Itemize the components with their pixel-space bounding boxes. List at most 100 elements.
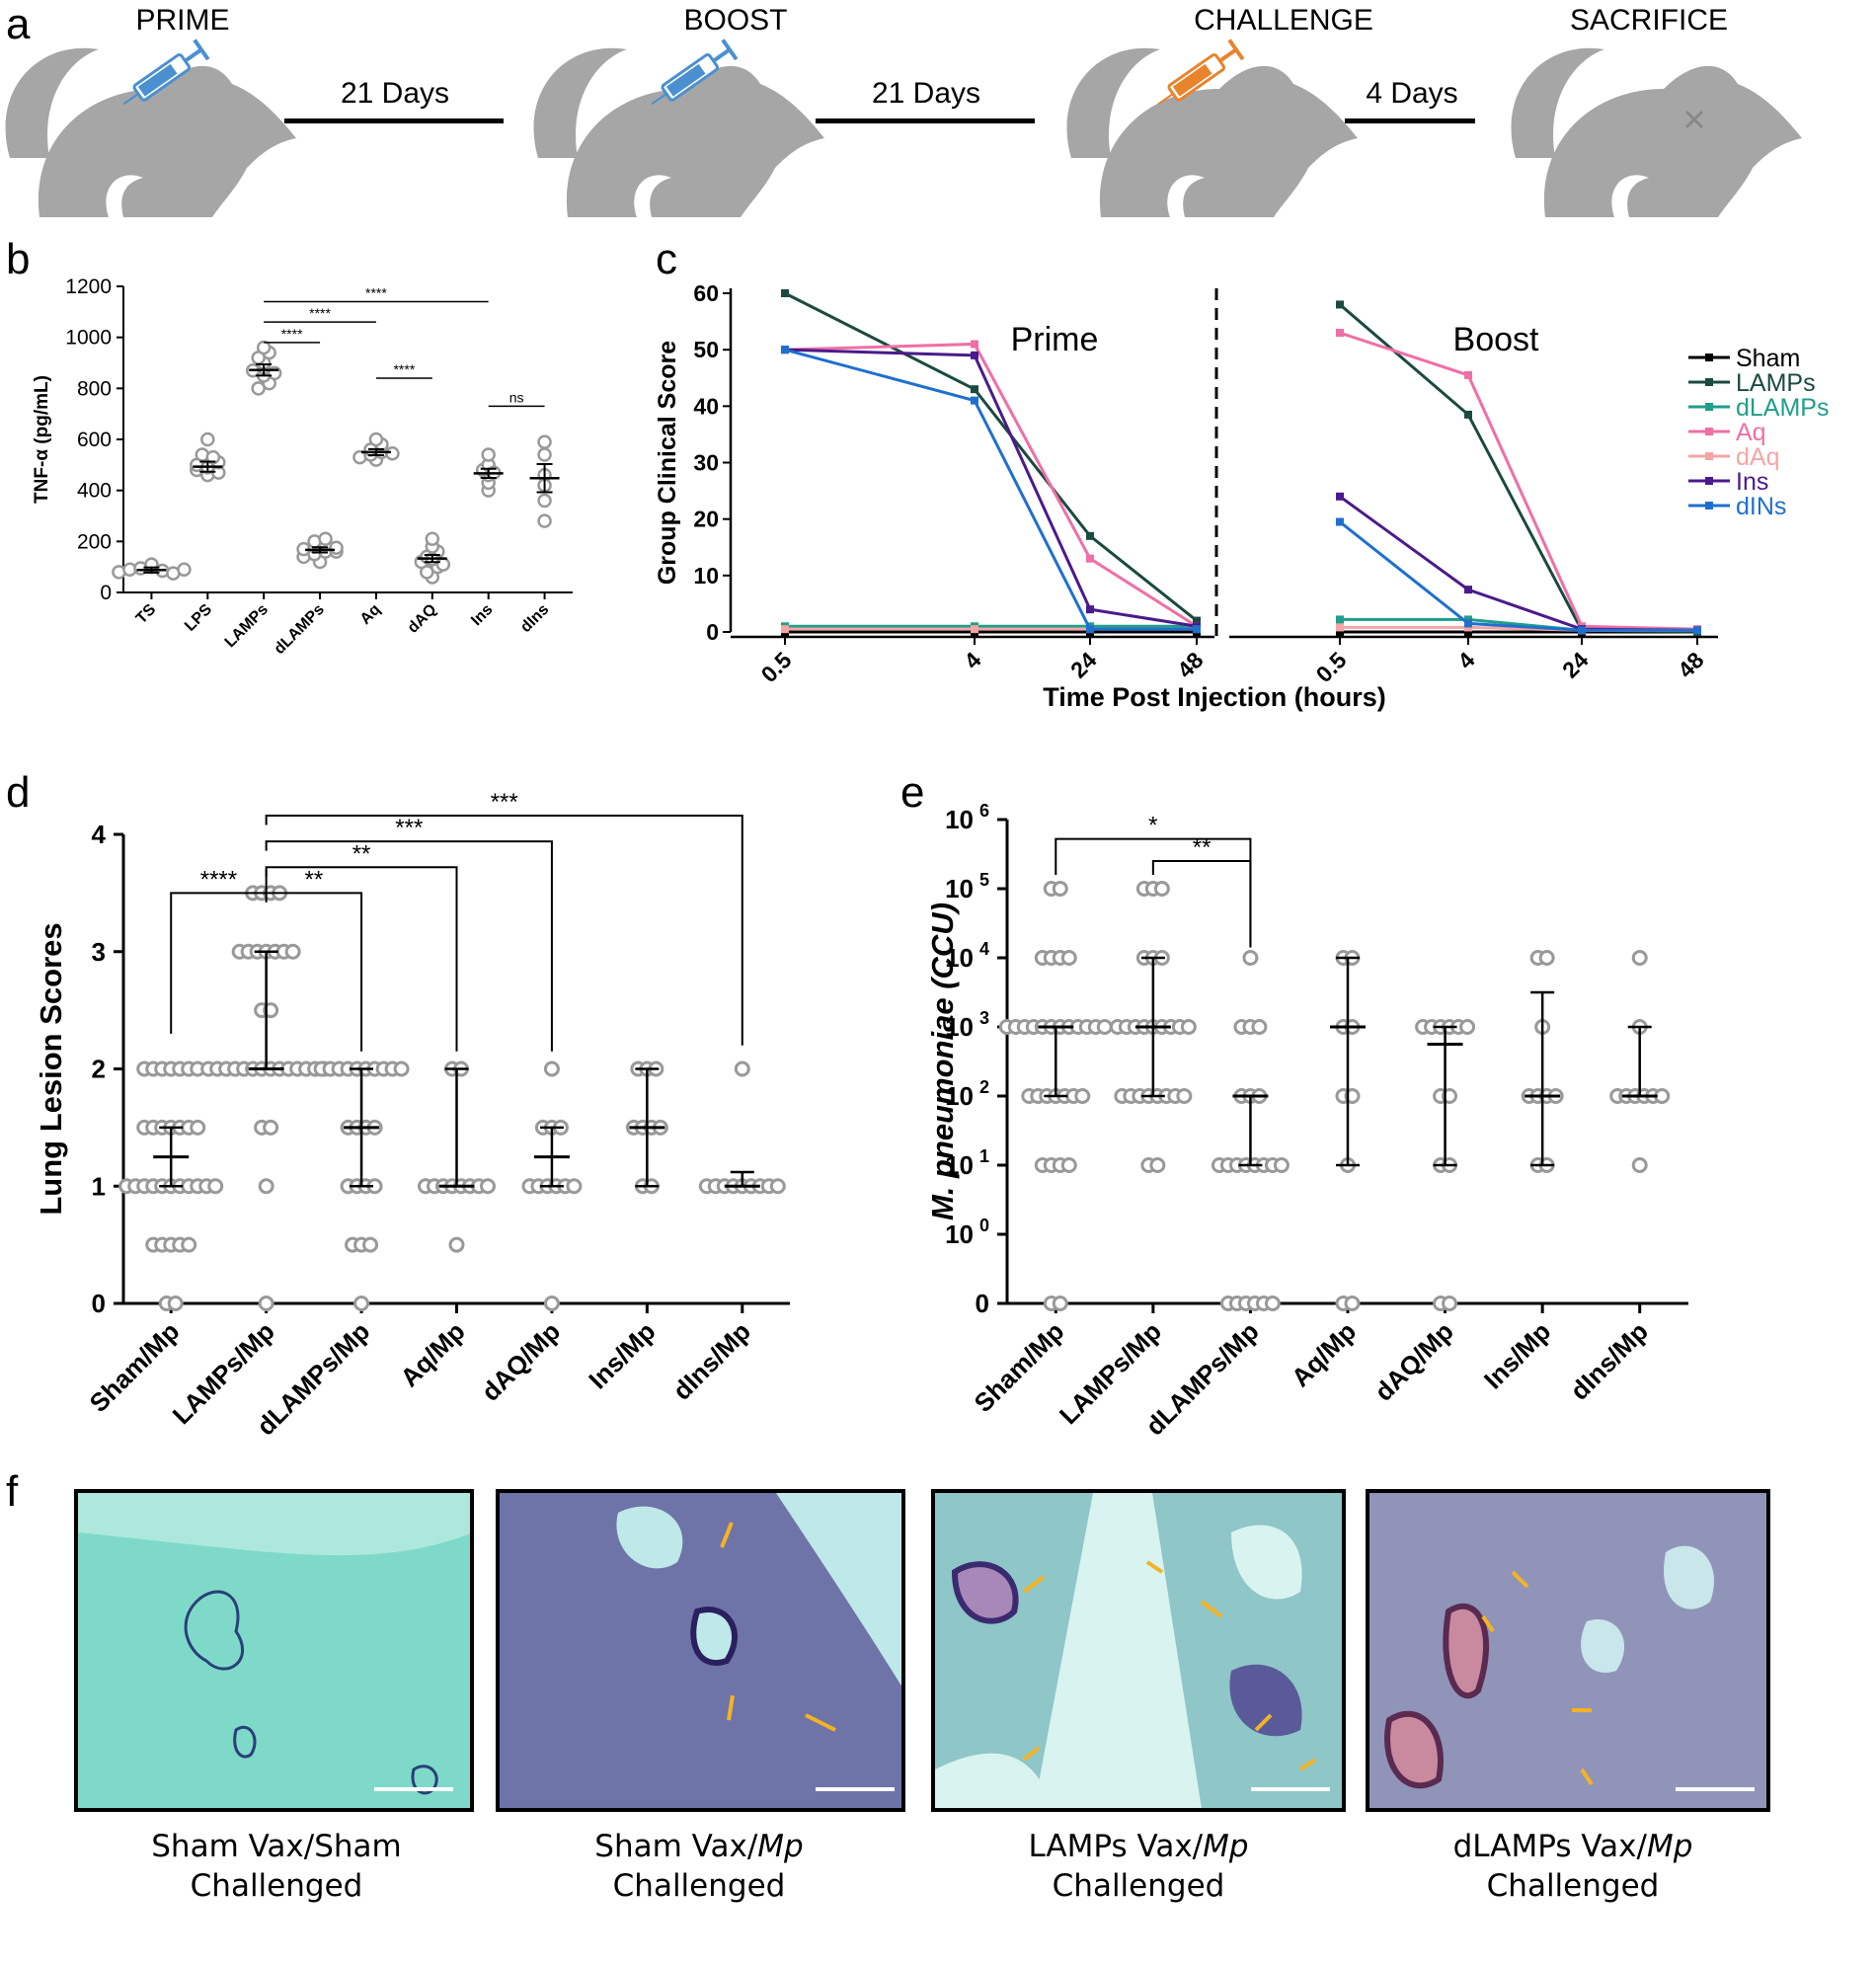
chart-d-point: [181, 1236, 197, 1253]
chart-d-ytick-label: 0: [92, 1289, 106, 1318]
chart-c-clinical-score: 0 10 20 30 40 50 60 Group Clinical Score Time Po…: [654, 280, 1829, 712]
chart-b-ytick-label: 200: [77, 530, 112, 553]
chart-c-point-dINs: [971, 396, 978, 405]
chart-e-ytick-exponent: 1: [979, 1146, 989, 1166]
chart-b-point: [385, 445, 400, 461]
chart-d-xtick-label: Ins/Mp: [583, 1316, 661, 1394]
caption-4-line1: dLAMPs Vax/: [1452, 1829, 1647, 1864]
chart-c-point-dINs: [1086, 625, 1094, 634]
chart-d-point: [480, 1178, 496, 1195]
chart-d-point: [543, 1061, 560, 1077]
chart-c-ytick-label: 60: [693, 280, 719, 306]
caption-2-italic: Mp: [757, 1829, 804, 1864]
micrograph-1-tissue: [78, 1493, 470, 1808]
chart-c-point-dINs: [1578, 626, 1586, 635]
chart-c-point-dINs: [781, 346, 789, 354]
chart-e-point: [1631, 1157, 1648, 1173]
chart-e-point: [1180, 1019, 1197, 1035]
chart-c-point-dAq: [1336, 623, 1344, 632]
chart-c-legend-label-Sham: Sham: [1736, 345, 1800, 372]
chart-d-point: [263, 1119, 279, 1136]
chart-c-point-Ins: [1464, 586, 1472, 594]
chart-e-xtick-label: dIns/Mp: [1564, 1316, 1654, 1406]
chart-c-xtick-label: 24: [1065, 647, 1102, 683]
chart-c-point-dINs: [1193, 625, 1201, 634]
caption-4-italic: Mp: [1646, 1829, 1693, 1864]
chart-c-line-Ins: [784, 348, 1198, 628]
chart-e-ytick-label: 10: [945, 1012, 974, 1042]
chart-b-point: [537, 447, 552, 462]
chart-d-point: [258, 1178, 274, 1195]
chart-b-xtick-label: Aq: [357, 601, 384, 628]
caption-4-line2: Challenged: [1486, 1868, 1660, 1904]
chart-c-point-dAq: [971, 625, 978, 634]
chart-c-point-dAq: [1464, 623, 1472, 632]
chart-d-sig-bracket: [170, 869, 268, 1034]
chart-e-point: [1264, 1296, 1281, 1311]
chart-b-sig-label: ****: [309, 305, 331, 321]
chart-d-point: [167, 1296, 184, 1311]
caption-3-line2: Challenged: [1052, 1868, 1225, 1904]
chart-b-point: [329, 540, 344, 556]
chart-b-ytick-label: 1200: [65, 275, 112, 298]
chart-d-xtick-label: Aq/Mp: [394, 1316, 470, 1392]
chart-c-legend-marker-dAq: [1705, 452, 1713, 460]
step-challenge: CHALLENGE: [1194, 4, 1373, 37]
chart-c-legend-label-Ins: Ins: [1736, 468, 1768, 496]
panel-label-e: e: [900, 768, 925, 817]
panel-label-f: f: [6, 1467, 19, 1516]
chart-d-ylabel: Lung Lesion Scores: [34, 922, 68, 1215]
chart-d-sig-label: ***: [491, 789, 518, 816]
chart-c-point-dINs: [1464, 619, 1472, 628]
chart-c-ytick-label: 0: [706, 619, 719, 645]
chart-d-xtick-label: Sham/Mp: [84, 1316, 186, 1418]
chart-e-ytick-exponent: 5: [979, 870, 989, 890]
chart-b-xtick-label: dLAMPs: [272, 601, 328, 658]
chart-d-point: [769, 1178, 786, 1195]
chart-e-sig-label: *: [1148, 813, 1157, 839]
chart-e-point: [1149, 1157, 1166, 1173]
step-boost: BOOST: [683, 4, 788, 37]
micrograph-3: [931, 1489, 1346, 1812]
chart-d-sig-label: ****: [200, 866, 237, 893]
chart-c-point-Ins: [1336, 492, 1344, 501]
chart-e-point: [1344, 1296, 1361, 1311]
micrograph-4: [1366, 1489, 1770, 1812]
step-sacrifice: SACRIFICE: [1569, 4, 1729, 37]
chart-c-legend-marker-LAMPs: [1705, 378, 1713, 386]
chart-c-line-Aq: [784, 342, 1198, 628]
chart-c-point-LAMPs: [781, 289, 789, 297]
chart-d-xtick-label: dIns/Mp: [666, 1316, 756, 1406]
chart-e-point: [1153, 881, 1170, 897]
chart-c-point-LAMPs: [1193, 616, 1201, 625]
chart-b-ytick-label: 600: [77, 429, 112, 451]
chart-c-point-Aq: [1464, 370, 1472, 379]
chart-b-point: [425, 531, 440, 546]
chart-d-sig-bracket: [265, 892, 363, 1052]
chart-e-point: [1096, 1019, 1113, 1035]
chart-c-ytick-label: 10: [693, 563, 719, 589]
chart-e-ytick-exponent: 0: [979, 1216, 989, 1235]
chart-d-sig-label: **: [352, 840, 371, 867]
chart-d-sig-label: ***: [395, 815, 423, 841]
micrograph-2-tissue: [500, 1493, 901, 1808]
chart-d-sig-label: **: [305, 866, 324, 893]
chart-e-ytick-label: 10: [945, 1150, 974, 1180]
chart-d-point: [566, 1178, 583, 1195]
chart-c-xtick-label: 48: [1172, 647, 1209, 683]
interval-2: 21 Days: [871, 77, 981, 110]
chart-e-sig-bracket: [1151, 860, 1252, 948]
chart-e-point: [1442, 1296, 1458, 1311]
chart-d-xtick-label: dAQ/Mp: [475, 1316, 566, 1407]
chart-c-xtick-label: 0.5: [1311, 647, 1352, 687]
chart-c-xtick-label: 48: [1673, 647, 1709, 683]
chart-c-xtick-label: 0.5: [756, 647, 797, 687]
chart-c-legend-label-dAq: dAq: [1736, 443, 1779, 471]
chart-c-line-dINs: [784, 348, 1197, 631]
chart-b-point: [318, 531, 333, 546]
chart-c-ytick-label: 40: [693, 393, 719, 419]
chart-e-point: [1251, 1019, 1268, 1035]
chart-b-point: [256, 340, 272, 355]
chart-e-point: [1052, 1296, 1068, 1311]
